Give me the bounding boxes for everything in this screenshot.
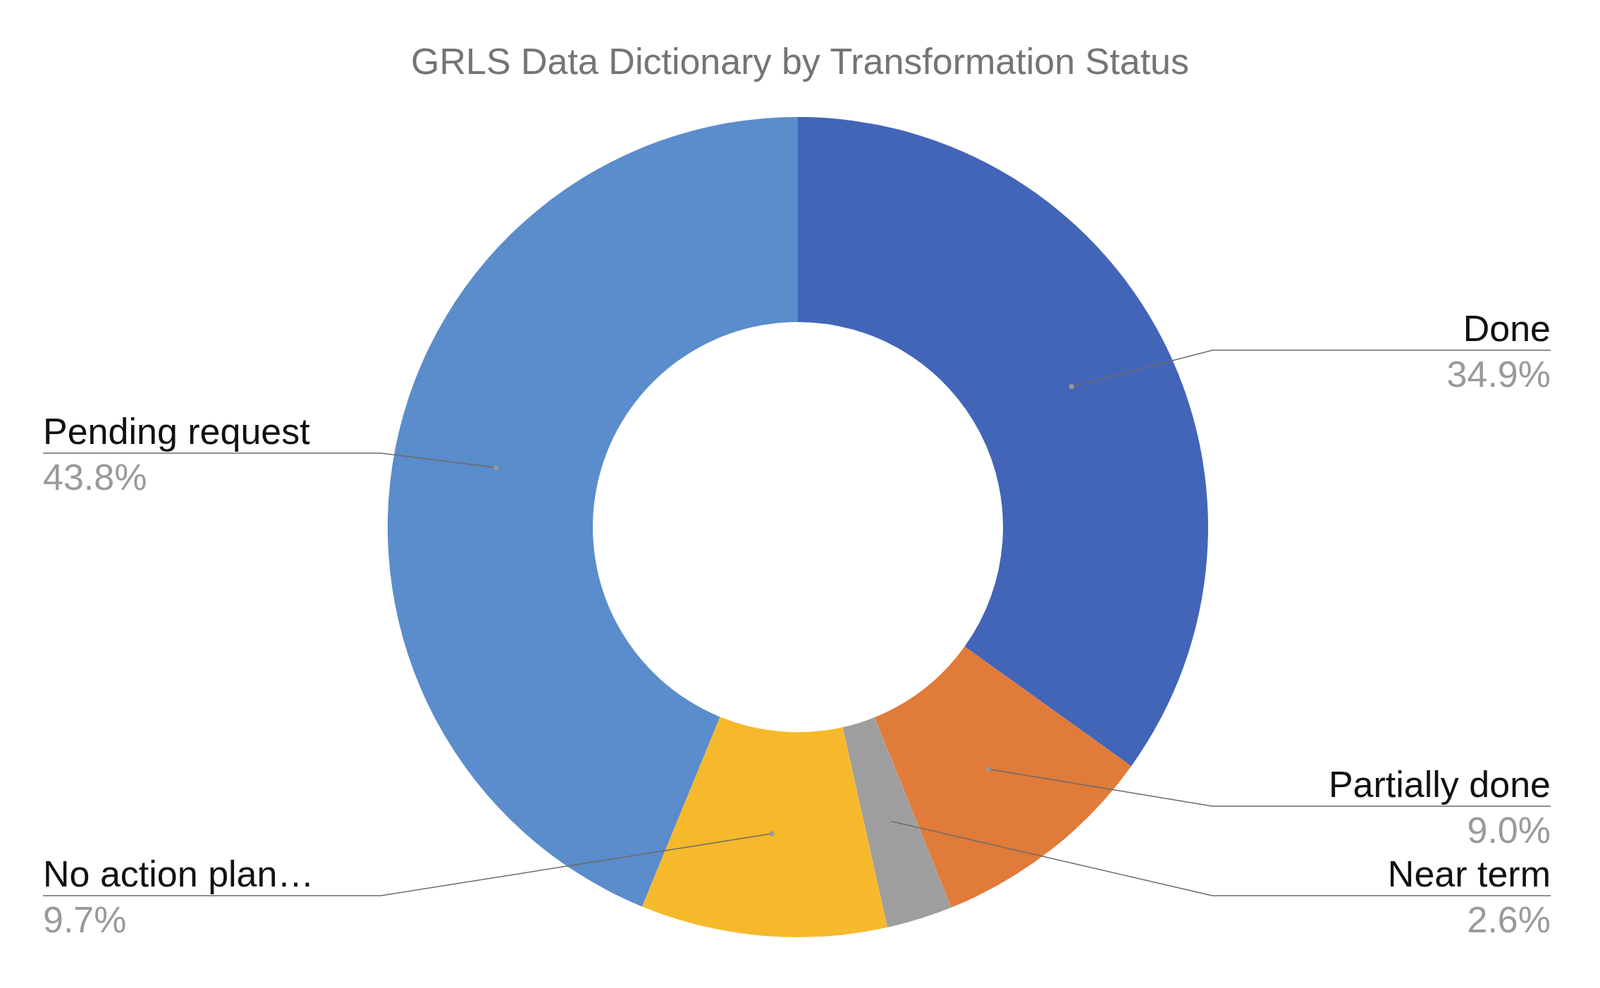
chart-title: GRLS Data Dictionary by Transformation S… [410,40,1190,82]
chart: GRLS Data Dictionary by Transformation S… [0,0,1600,988]
leader-line [42,833,772,896]
leader-line [889,821,1551,896]
value-label: 2.6% [1466,899,1551,941]
value-label: 43.8% [42,456,147,498]
value-label: 9.0% [1466,809,1551,851]
slice-label: Pending request [42,410,311,452]
value-label: 9.7% [42,899,127,941]
leader-dot [985,766,991,772]
data-labels: Done34.9% Partially done9.0%Near term2.6%… [42,308,1551,941]
slice-label: No action plan… [42,853,314,895]
leader-dot [493,465,499,471]
slice [387,117,798,907]
slices [387,117,1209,938]
slice [797,117,1209,767]
slice-label: Near term [1387,853,1551,895]
slice-label: Partially done [1328,764,1551,805]
leader-dot [1069,384,1075,390]
value-label: 34.9% [1447,353,1551,395]
leader-dot [769,831,775,836]
slice-label: Done [1463,308,1551,349]
leader-dot [886,818,892,824]
